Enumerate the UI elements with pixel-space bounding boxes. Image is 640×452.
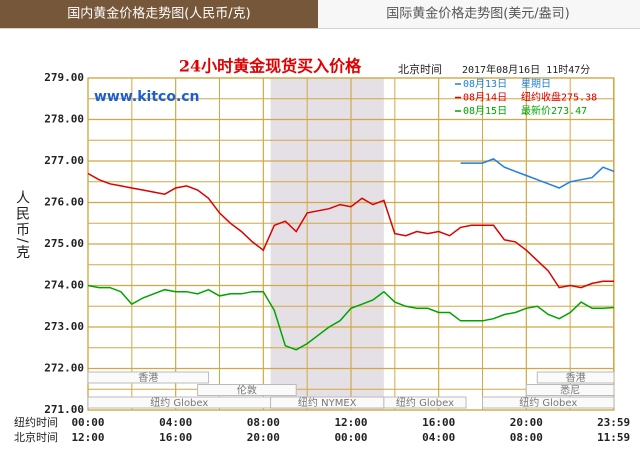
tab-label[interactable]: 国际黄金价格走势图(美元/盎司) (386, 6, 570, 22)
series-line (87, 284, 615, 351)
series-line (460, 158, 615, 189)
session-label: 纽约 Globex (150, 396, 208, 409)
watermark: www.kitco.cn (94, 89, 200, 105)
active-tab[interactable] (0, 0, 318, 28)
x-tick-label: 16:00 (422, 416, 455, 429)
x-tick-label: 23:59 (597, 416, 630, 429)
timestamp: 2017年08月16日 11时47分 (462, 63, 590, 76)
legend-label: 08月13日 (463, 78, 507, 90)
y-tick-label: 273.00 (44, 320, 84, 333)
x-tick-label-beijing: 12:00 (71, 431, 104, 444)
x-tick-label: 08:00 (247, 416, 280, 429)
x-tick-label-beijing: 08:00 (510, 431, 543, 444)
y-tick-label: 275.00 (44, 237, 84, 250)
legend-note: 最新价273.47 (521, 104, 587, 117)
x-tick-label-beijing: 04:00 (422, 431, 455, 444)
session-bar (525, 384, 615, 396)
inactive-tab[interactable] (318, 0, 640, 28)
y-tick-label: 271.00 (44, 403, 84, 416)
session-label: 纽约 NYMEX (298, 396, 357, 409)
session-bar (197, 384, 297, 396)
session-label: 伦敦 (237, 384, 257, 397)
x-tick-label: 20:00 (510, 416, 543, 429)
session-label: 香港 (138, 372, 158, 384)
chart-title: 24小时黄金现货买入价格 (179, 57, 362, 76)
legend-label: 08月15日 (463, 105, 507, 117)
session-bar (87, 371, 210, 384)
tab-label[interactable]: 国内黄金价格走势图(人民币/克) (67, 6, 251, 22)
x-tick-label-beijing: 16:00 (159, 431, 192, 444)
series-line (87, 172, 614, 289)
session-label: 纽约 Globex (396, 396, 454, 409)
legend-note: 纽约收盘275.38 (521, 91, 597, 104)
x-tick-label: 04:00 (159, 416, 192, 429)
y-axis-label: 人民币/克 (14, 190, 30, 261)
legend-label: 08月14日 (463, 92, 507, 104)
y-tick-label: 279.00 (44, 71, 84, 84)
y-tick-label: 272.00 (44, 362, 84, 375)
y-tick-label: 278.00 (44, 113, 84, 126)
session-bar (383, 396, 467, 409)
session-label: 悉尼 (560, 385, 580, 397)
x-tick-label-beijing: 00:00 (334, 431, 367, 444)
x-tick-label-beijing: 20:00 (247, 431, 280, 444)
session-label: 纽约 Globex (519, 396, 577, 409)
plot: 279.00 278.00 277.00 276.00 275.00 274.00 273.… (44, 71, 630, 444)
session-bar (536, 371, 615, 384)
plot-border (87, 77, 615, 411)
y-tick-label: 274.00 (44, 279, 84, 292)
y-tick-label: 277.00 (44, 154, 84, 167)
session-bar (482, 396, 615, 409)
x-tick-label: 00:00 (71, 416, 104, 429)
session-label: 香港 (566, 372, 586, 384)
x-tick-label: 12:00 (334, 416, 367, 429)
y-tick-label: 276.00 (44, 196, 84, 209)
x-row-label: 北京时间 (14, 430, 58, 444)
time-label: 北京时间 (398, 62, 442, 76)
legend-note: 星期日 (521, 78, 551, 90)
x-row-label: 纽约时间 (14, 415, 58, 429)
x-tick-label-beijing: 11:59 (597, 431, 630, 444)
